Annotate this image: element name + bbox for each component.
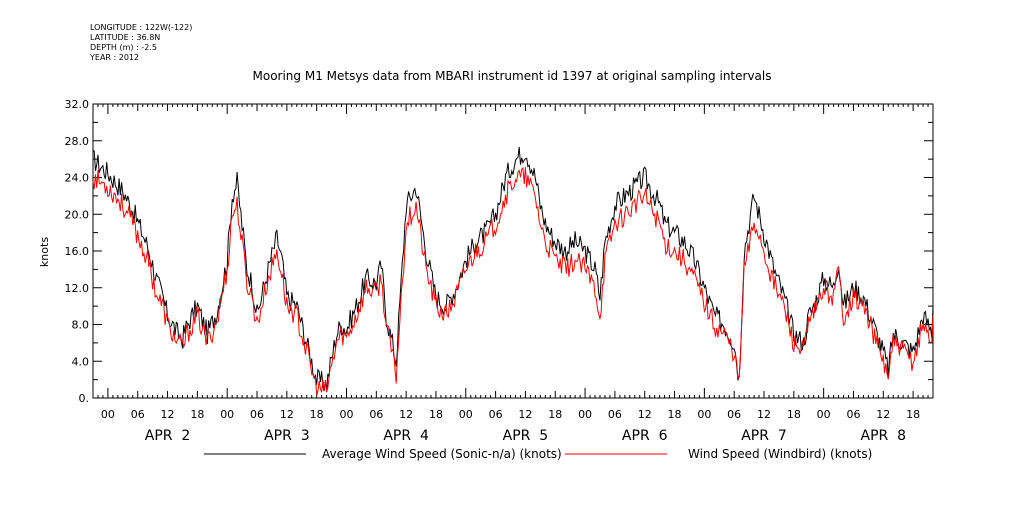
x-tick-label: 18 [787, 408, 801, 421]
x-tick-label: 12 [638, 408, 652, 421]
y-tick-label: 24.0 [65, 172, 90, 185]
y-tick-label: 20.0 [65, 208, 90, 221]
x-tick-label: 18 [429, 408, 443, 421]
x-tick-label: 06 [608, 408, 622, 421]
x-tick-label: 06 [131, 408, 145, 421]
x-axis-ticks [92, 104, 934, 398]
x-tick-label: 00 [459, 408, 473, 421]
day-label: APR 6 [622, 428, 668, 444]
legend-label-black: Average Wind Speed (Sonic-n/a) (knots) [322, 447, 562, 461]
x-tick-label: 12 [876, 408, 890, 421]
x-tick-label: 06 [489, 408, 503, 421]
meta-longitude: LONGITUDE : 122W(-122) [90, 23, 192, 32]
y-tick-label: 16.0 [65, 245, 90, 258]
x-tick-label: 12 [280, 408, 294, 421]
meta-latitude: LATITUDE : 36.8N [90, 33, 160, 42]
x-tick-label: 00 [697, 408, 711, 421]
y-axis-tick-labels: 0. 4.0 8.0 12.0 16.0 20.0 24.0 28.0 32.0 [65, 98, 90, 405]
x-tick-label: 00 [339, 408, 353, 421]
plot-frame [92, 103, 934, 399]
x-tick-label: 00 [817, 408, 831, 421]
day-label: APR 2 [145, 428, 191, 444]
y-tick-label: 32.0 [65, 98, 90, 111]
y-tick-label: 0. [79, 392, 90, 405]
x-axis-tick-labels: 00 06 12 18 00 06 12 18 00 06 12 18 00 06 12 18 00 06 12 18… [101, 408, 920, 421]
x-tick-label: 06 [846, 408, 860, 421]
x-tick-label: 18 [906, 408, 920, 421]
series-line-wind-windbird [92, 166, 934, 396]
x-tick-label: 06 [369, 408, 383, 421]
x-tick-label: 00 [578, 408, 592, 421]
legend-label-red: Wind Speed (Windbird) (knots) [688, 447, 872, 461]
day-label: APR 4 [383, 428, 429, 444]
x-tick-label: 18 [190, 408, 204, 421]
y-tick-label: 12.0 [65, 282, 90, 295]
y-tick-label: 28.0 [65, 135, 90, 148]
x-tick-label: 06 [250, 408, 264, 421]
x-axis-day-labels: APR 2 APR 3 APR 4 APR 5 APR 6 APR 7 APR 8 [145, 428, 906, 444]
x-tick-label: 00 [101, 408, 115, 421]
x-tick-label: 18 [310, 408, 324, 421]
x-tick-label: 18 [668, 408, 682, 421]
y-tick-label: 4.0 [72, 355, 90, 368]
day-label: APR 5 [503, 428, 549, 444]
y-axis-ticks [93, 103, 933, 399]
meta-depth: DEPTH (m) : -2.5 [90, 43, 157, 52]
day-label: APR 3 [264, 428, 310, 444]
y-tick-label: 8.0 [72, 319, 90, 332]
x-tick-label: 12 [757, 408, 771, 421]
x-tick-label: 06 [727, 408, 741, 421]
x-tick-label: 12 [399, 408, 413, 421]
y-axis-label: knots [38, 237, 51, 267]
series-line-average-wind-sonic [92, 146, 934, 392]
x-tick-label: 18 [548, 408, 562, 421]
meta-year: YEAR : 2012 [89, 53, 139, 62]
x-tick-label: 12 [161, 408, 175, 421]
x-tick-label: 00 [220, 408, 234, 421]
day-label: APR 7 [741, 428, 787, 444]
day-label: APR 8 [861, 428, 907, 444]
x-tick-label: 12 [518, 408, 532, 421]
chart-title: Mooring M1 Metsys data from MBARI instru… [253, 69, 772, 83]
